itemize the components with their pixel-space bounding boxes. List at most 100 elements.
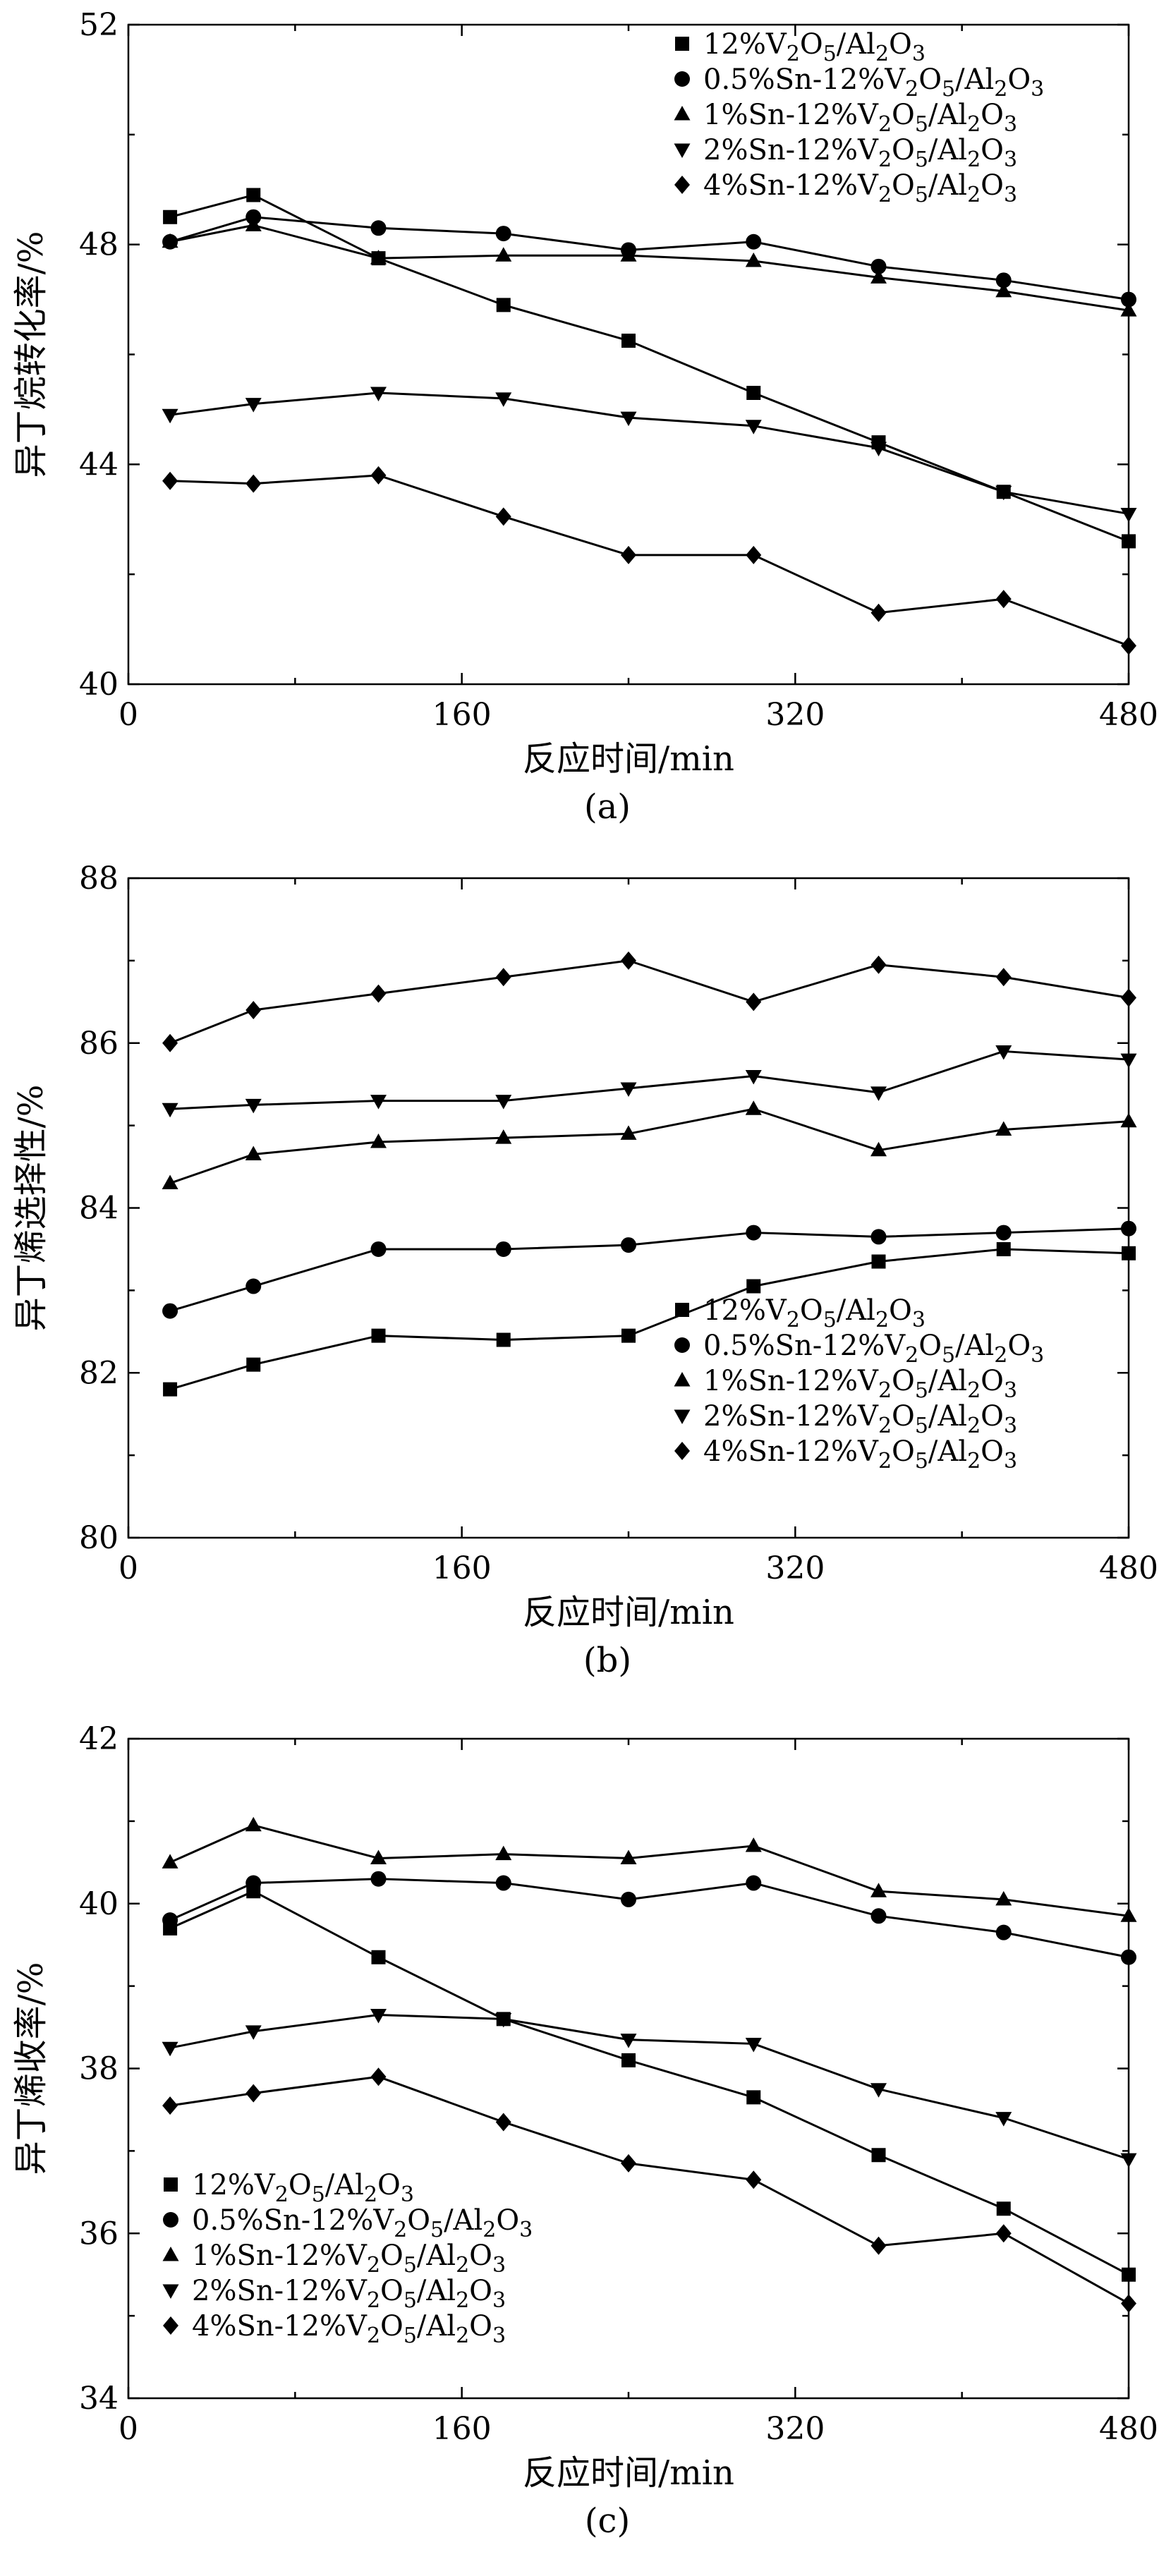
- data-point-b-3-0: [162, 1102, 178, 1118]
- series-line-a-0: [169, 194, 1129, 542]
- data-point-b-0-1: [246, 1357, 261, 1372]
- data-point-a-2-5: [745, 253, 762, 267]
- data-point-a-0-0: [163, 209, 178, 224]
- data-point-b-4-2: [370, 984, 387, 1003]
- data-point-c-2-1: [245, 1816, 262, 1832]
- data-point-b-3-8: [1120, 1053, 1137, 1069]
- legend-marker-c-2: [162, 2247, 179, 2261]
- data-point-a-4-0: [162, 471, 178, 490]
- x-tick-label-c-0: 0: [119, 2411, 138, 2447]
- series-line-b-3: [170, 1050, 1129, 1110]
- y-axis-label-c: 异丁烯收率/%: [11, 1962, 51, 2175]
- data-point-b-2-8: [1120, 1112, 1137, 1128]
- data-point-b-2-6: [870, 1141, 887, 1157]
- legend-marker-a-3: [674, 143, 691, 158]
- legend-marker-b-1: [674, 1337, 690, 1353]
- data-point-c-1-0: [162, 1912, 178, 1928]
- data-point-b-1-0: [162, 1303, 178, 1319]
- data-point-b-1-5: [746, 1225, 762, 1241]
- data-point-a-2-2: [370, 250, 387, 265]
- data-point-c-1-4: [621, 1891, 636, 1907]
- x-tick-label-c-3: 480: [1099, 2411, 1158, 2447]
- series-line-a-4: [170, 474, 1129, 647]
- x-tick-label-c-1: 160: [432, 2411, 492, 2447]
- y-tick-label-a-0: 40: [79, 667, 119, 703]
- data-point-c-4-3: [495, 2113, 511, 2132]
- x-tick-label-a-0: 0: [119, 697, 138, 733]
- data-point-a-2-4: [620, 247, 637, 262]
- legend-label-c-2: 1%Sn-12%V2O5/Al2O3: [192, 2240, 506, 2278]
- panel-label-a: (a): [584, 787, 631, 827]
- data-point-b-4-7: [995, 968, 1012, 987]
- legend-label-a-1: 0.5%Sn-12%V2O5/Al2O3: [703, 63, 1044, 102]
- data-point-b-0-0: [163, 1382, 178, 1397]
- data-point-a-2-0: [162, 233, 178, 248]
- y-tick-label-b-4: 88: [79, 861, 119, 897]
- plot-frame-b: [127, 877, 1130, 1539]
- legend-label-a-2: 1%Sn-12%V2O5/Al2O3: [703, 99, 1017, 137]
- data-point-c-1-1: [245, 1875, 262, 1891]
- data-point-c-2-8: [1120, 1907, 1137, 1922]
- data-point-a-3-2: [370, 387, 387, 402]
- legend-label-c-4: 4%Sn-12%V2O5/Al2O3: [192, 2310, 506, 2348]
- series-line-c-2: [169, 1824, 1129, 1917]
- legend-marker-a-0: [675, 37, 689, 51]
- data-point-b-2-4: [620, 1125, 637, 1140]
- data-point-c-4-6: [870, 2236, 887, 2255]
- data-point-a-3-3: [495, 392, 512, 407]
- legend-label-b-1: 0.5%Sn-12%V2O5/Al2O3: [703, 1330, 1044, 1368]
- series-line-c-1: [169, 1878, 1129, 1959]
- data-point-c-4-1: [245, 2084, 262, 2103]
- data-point-c-1-7: [995, 1924, 1012, 1940]
- data-point-c-0-5: [746, 2090, 761, 2105]
- data-point-b-3-6: [870, 1086, 887, 1101]
- x-axis-label-b: 反应时间/min: [523, 1593, 734, 1632]
- y-tick-label-c-4: 42: [79, 1721, 119, 1757]
- data-point-b-2-1: [245, 1146, 262, 1161]
- data-point-c-2-2: [370, 1849, 387, 1864]
- data-point-a-3-6: [870, 442, 887, 456]
- legend-marker-b-4: [674, 1442, 690, 1460]
- data-point-c-3-8: [1120, 2153, 1137, 2168]
- legend-label-b-2: 1%Sn-12%V2O5/Al2O3: [703, 1365, 1017, 1403]
- data-point-a-2-6: [870, 269, 887, 284]
- data-point-c-4-2: [370, 2067, 387, 2086]
- series-line-c-3: [169, 2014, 1129, 2161]
- y-tick-label-c-3: 40: [79, 1886, 119, 1922]
- legend-marker-b-0: [675, 1303, 689, 1317]
- data-point-c-0-2: [371, 1950, 386, 1964]
- data-point-b-0-8: [1122, 1246, 1136, 1260]
- data-point-b-0-6: [871, 1254, 886, 1269]
- data-point-c-4-8: [1121, 2294, 1136, 2313]
- data-point-a-3-4: [620, 411, 637, 427]
- legend-label-c-3: 2%Sn-12%V2O5/Al2O3: [192, 2275, 506, 2313]
- data-point-b-2-7: [995, 1121, 1012, 1136]
- chart-c-svg: 0 160 320 480 34 36 38 40 42 反应时间/min 异丁烯收率/% (c) 12…: [11, 1721, 1158, 2541]
- data-point-a-4-6: [870, 603, 887, 622]
- x-axis-label-a: 反应时间/min: [523, 739, 734, 779]
- data-point-a-1-8: [1121, 291, 1136, 308]
- data-point-b-4-6: [870, 955, 887, 974]
- legend-marker-c-1: [163, 2212, 178, 2228]
- data-point-b-4-4: [621, 951, 636, 970]
- data-point-c-3-5: [745, 2037, 762, 2053]
- data-point-b-2-0: [162, 1174, 178, 1189]
- x-tick-label-a-3: 480: [1099, 697, 1158, 733]
- data-point-c-2-7: [995, 1890, 1012, 1906]
- legend-label-b-3: 2%Sn-12%V2O5/Al2O3: [703, 1400, 1017, 1438]
- data-point-c-0-6: [871, 2148, 886, 2163]
- panel-label-c: (c): [585, 2501, 630, 2541]
- data-point-a-0-1: [246, 188, 261, 202]
- series-line-b-2: [169, 1107, 1129, 1184]
- data-point-b-4-1: [245, 1001, 262, 1019]
- data-point-a-4-8: [1121, 636, 1136, 655]
- y-tick-label-c-2: 38: [79, 2051, 119, 2087]
- data-point-a-2-7: [995, 282, 1012, 298]
- legend-label-a-3: 2%Sn-12%V2O5/Al2O3: [703, 134, 1017, 172]
- data-point-b-0-5: [746, 1279, 761, 1294]
- data-point-c-3-7: [995, 2112, 1012, 2127]
- legend-label-c-1: 0.5%Sn-12%V2O5/Al2O3: [192, 2204, 533, 2242]
- data-point-c-1-3: [495, 1875, 511, 1891]
- data-point-b-1-1: [245, 1278, 262, 1294]
- data-point-c-2-4: [620, 1849, 637, 1864]
